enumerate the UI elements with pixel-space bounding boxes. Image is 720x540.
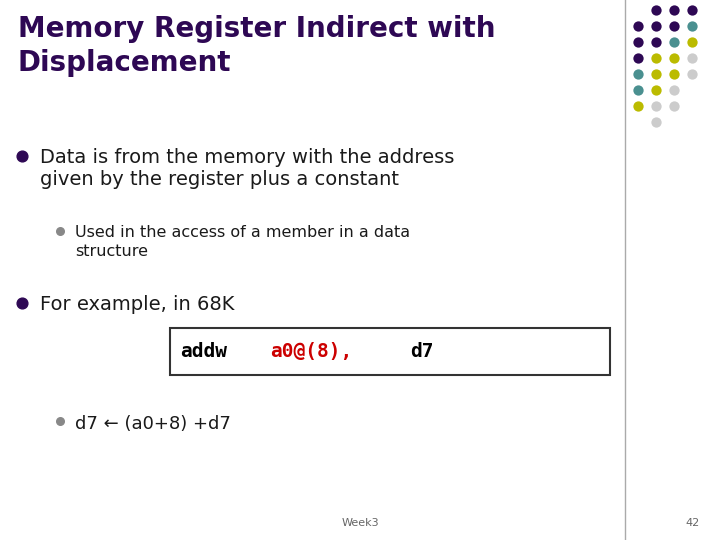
- Text: Displacement: Displacement: [18, 49, 232, 77]
- Point: [650, 86, 662, 94]
- Point: [650, 118, 662, 126]
- Point: [650, 38, 662, 46]
- Point: [650, 70, 662, 78]
- Point: [632, 86, 644, 94]
- Point: [686, 22, 698, 30]
- Point: [54, 227, 66, 235]
- Text: given by the register plus a constant: given by the register plus a constant: [40, 170, 399, 189]
- Text: d7 ← (a0+8) +d7: d7 ← (a0+8) +d7: [75, 415, 231, 433]
- Point: [668, 6, 680, 15]
- Text: Memory Register Indirect with: Memory Register Indirect with: [18, 15, 495, 43]
- Point: [668, 86, 680, 94]
- Text: Data is from the memory with the address: Data is from the memory with the address: [40, 148, 454, 167]
- Point: [54, 417, 66, 426]
- Point: [632, 102, 644, 110]
- Point: [668, 53, 680, 62]
- Point: [650, 22, 662, 30]
- Point: [686, 6, 698, 15]
- Point: [686, 70, 698, 78]
- Point: [668, 102, 680, 110]
- Point: [632, 22, 644, 30]
- Point: [650, 53, 662, 62]
- Text: d7: d7: [410, 342, 433, 361]
- Point: [632, 53, 644, 62]
- Point: [668, 38, 680, 46]
- Point: [686, 38, 698, 46]
- Text: Week3: Week3: [341, 518, 379, 528]
- Point: [17, 299, 28, 307]
- Text: a0@(8),: a0@(8),: [270, 342, 352, 361]
- Text: structure: structure: [75, 244, 148, 259]
- Point: [632, 70, 644, 78]
- Point: [686, 53, 698, 62]
- Point: [650, 6, 662, 15]
- Text: For example, in 68K: For example, in 68K: [40, 295, 235, 314]
- FancyBboxPatch shape: [170, 328, 610, 375]
- Point: [668, 22, 680, 30]
- Point: [17, 152, 28, 160]
- Point: [650, 102, 662, 110]
- Point: [668, 70, 680, 78]
- Text: 42: 42: [685, 518, 700, 528]
- Point: [632, 38, 644, 46]
- Text: Used in the access of a member in a data: Used in the access of a member in a data: [75, 225, 410, 240]
- Text: addw: addw: [180, 342, 227, 361]
